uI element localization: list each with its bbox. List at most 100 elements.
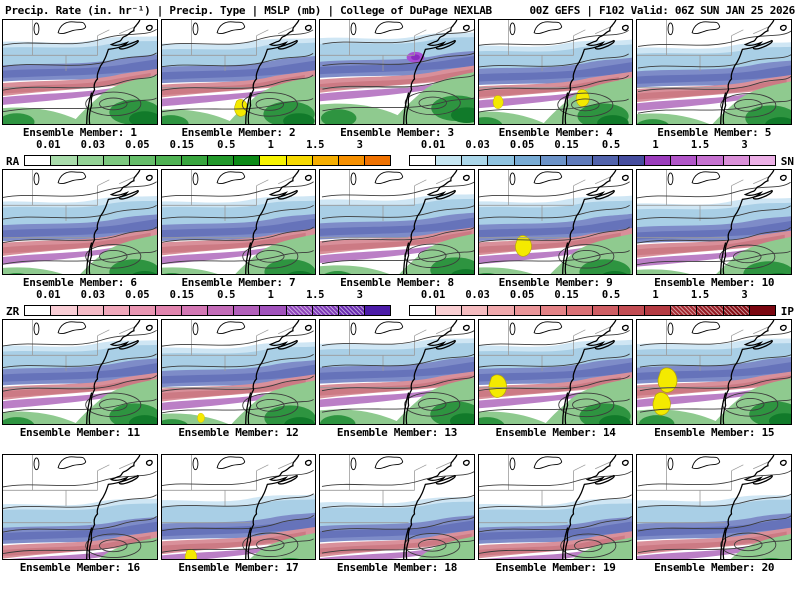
member-label-13: Ensemble Member: 13 [336, 426, 458, 439]
map-member-17 [160, 454, 317, 560]
colorbar-segment [182, 306, 209, 315]
map-member-11 [2, 319, 158, 425]
labels-row-2: Ensemble Member: 6 Ensemble Member: 7 Ense… [0, 275, 800, 289]
colorbar-zr: 0.01 0.03 0.05 0.15 0.5 1 1.5 3 [22, 289, 393, 318]
colorbar-tick: 3 [356, 289, 363, 301]
lakes [509, 321, 562, 336]
colorbar-segment [260, 306, 287, 315]
maps-row-1 [0, 19, 800, 125]
member-label-6: Ensemble Member: 6 [22, 276, 137, 289]
colorbar-tick: 0.01 [420, 289, 445, 301]
member-label-14: Ensemble Member: 14 [495, 426, 616, 439]
colorbar-segment [671, 156, 698, 165]
colorbar-segment [51, 156, 78, 165]
precip-type-map [637, 455, 791, 559]
lakes [33, 171, 87, 186]
colorbar-segment [410, 306, 437, 315]
coastline [244, 20, 312, 124]
precip-bands [478, 195, 633, 274]
colorbar-label-sn: SN [780, 155, 794, 168]
map-member-1 [2, 19, 158, 125]
colorbar-segment [697, 306, 724, 315]
lakes [667, 171, 721, 186]
state-borders [637, 320, 772, 389]
lakes [667, 21, 721, 36]
precip-type-map [3, 455, 157, 559]
state-borders [3, 320, 138, 389]
coastline [403, 455, 470, 559]
lakes [350, 321, 404, 336]
state-borders [320, 170, 455, 239]
colorbar-tick: 0.03 [80, 289, 105, 301]
colorbar-segment [410, 156, 437, 165]
member-label-18: Ensemble Member: 18 [336, 561, 458, 574]
lakes [192, 321, 245, 336]
mslp-isobars [161, 469, 314, 557]
colorbar-segment [25, 306, 52, 315]
coastline [86, 170, 153, 274]
lakes [192, 21, 245, 36]
map-member-15 [636, 319, 792, 425]
lakes [350, 21, 404, 36]
colorbar-segment [566, 306, 593, 315]
lakes [509, 21, 562, 36]
member-label-9: Ensemble Member: 9 [498, 276, 613, 289]
colorbar-tick: 0.01 [36, 139, 61, 151]
member-label-12: Ensemble Member: 12 [178, 426, 299, 439]
precip-bands [478, 39, 633, 124]
precip-bands [637, 42, 791, 124]
colorbar-tick: 1 [267, 139, 274, 151]
state-borders [320, 455, 455, 524]
colorbar-segment [155, 156, 182, 165]
colorbar-segment [129, 306, 156, 315]
colorbar-tick: 0.15 [554, 289, 579, 301]
colorbar-tick: 0.5 [217, 139, 236, 151]
coastline [86, 20, 153, 124]
colorbar-tick: 0.01 [420, 139, 445, 151]
mslp-isobars [637, 181, 791, 270]
coastline [86, 455, 153, 559]
mslp-isobars [161, 330, 314, 418]
map-member-9 [477, 169, 634, 275]
map-member-2 [160, 19, 317, 125]
precip-type-map [161, 170, 316, 274]
state-borders [3, 170, 138, 239]
colorbar-segment [462, 156, 489, 165]
colorbar-tick: 1 [267, 289, 274, 301]
colorbar-tick: 0.15 [169, 139, 194, 151]
colorbar-segment [51, 306, 78, 315]
lakes [33, 456, 87, 471]
precip-type-map [637, 320, 791, 424]
maps-row-4 [0, 454, 800, 560]
member-label-8: Ensemble Member: 8 [340, 276, 454, 289]
map-member-8 [319, 169, 475, 275]
precip-type-map [3, 20, 157, 124]
colorbar-label-zr: ZR [6, 305, 20, 318]
precip-type-map [320, 20, 474, 124]
colorbar-segment [645, 156, 672, 165]
lakes [667, 321, 721, 336]
colorbar-tick: 0.05 [509, 139, 534, 151]
precip-bands [161, 341, 316, 424]
mslp-isobars [478, 29, 629, 118]
colorbar-tick: 1.5 [690, 139, 709, 151]
lakes [350, 456, 404, 471]
colorbar-segment [592, 156, 619, 165]
precip-type-map [637, 20, 791, 124]
mslp-isobars [3, 28, 157, 117]
colorbar-segment [312, 306, 339, 315]
member-label-17: Ensemble Member: 17 [178, 561, 299, 574]
member-label-1: Ensemble Member: 1 [22, 126, 137, 139]
state-borders [3, 455, 138, 524]
member-label-20: Ensemble Member: 20 [654, 561, 775, 574]
colorbar-tick: 3 [356, 139, 363, 151]
coastline [403, 20, 470, 124]
coastline [720, 170, 788, 274]
colorbar-segment [514, 156, 541, 165]
colorbar-ticks: 0.01 0.03 0.05 0.15 0.5 1 1.5 3 [407, 289, 778, 302]
coastline [244, 170, 312, 274]
member-label-3: Ensemble Member: 3 [340, 126, 454, 139]
member-label-4: Ensemble Member: 4 [498, 126, 613, 139]
colorbar-segment [436, 306, 463, 315]
colorbar-segment [619, 156, 646, 165]
